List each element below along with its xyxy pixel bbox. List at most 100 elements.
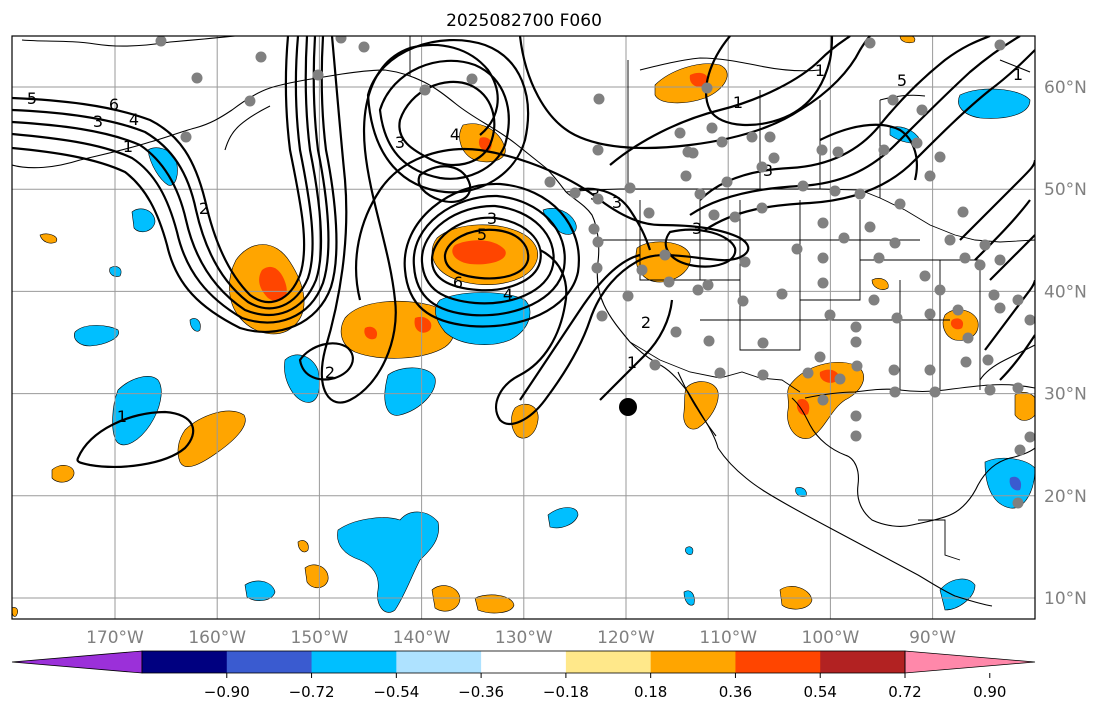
station-dot xyxy=(757,369,769,381)
station-dot xyxy=(702,279,714,291)
contour-label: 1 xyxy=(123,137,133,156)
colorbar-segment xyxy=(311,651,397,673)
station-dot xyxy=(737,295,749,307)
station-dot xyxy=(959,252,971,264)
station-dot xyxy=(817,252,829,264)
station-dot xyxy=(824,309,836,321)
station-dot xyxy=(588,223,600,235)
station-dot xyxy=(312,69,324,81)
station-dot xyxy=(979,239,991,251)
station-dot xyxy=(817,394,829,406)
station-dot xyxy=(255,51,267,63)
station-dot xyxy=(817,277,829,289)
station-dot xyxy=(680,170,692,182)
station-dot xyxy=(721,176,733,188)
station-dot xyxy=(674,127,686,139)
station-dot xyxy=(155,36,167,47)
station-dot xyxy=(714,367,726,379)
latitude-label: 30°N xyxy=(1044,385,1087,405)
station-dot xyxy=(916,104,928,116)
station-dot xyxy=(816,144,828,156)
station-dot xyxy=(888,364,900,376)
station-dot xyxy=(692,284,704,296)
contour-label: 2 xyxy=(199,199,209,218)
longitude-label: 120°W xyxy=(597,628,655,648)
station-dot xyxy=(994,254,1006,266)
station-dot xyxy=(924,364,936,376)
station-dot xyxy=(873,252,885,264)
station-dot xyxy=(889,237,901,249)
station-dot xyxy=(832,146,844,158)
station-dot xyxy=(952,304,964,316)
station-dot xyxy=(466,73,478,85)
station-dot xyxy=(419,84,431,96)
colorbar-tick-label: −0.36 xyxy=(458,683,504,701)
station-dot xyxy=(974,259,986,271)
map-title: 2025082700 F060 xyxy=(446,11,602,31)
colorbar-extend-high xyxy=(904,650,1036,674)
contour-label: 3 xyxy=(93,112,103,131)
station-dot xyxy=(358,41,370,53)
contour-label: 5 xyxy=(897,71,907,90)
colorbar-extend-low xyxy=(11,650,143,674)
contour-label: 3 xyxy=(395,133,405,152)
colorbar-segment xyxy=(650,651,736,673)
colorbar-tick-label: 0.18 xyxy=(634,683,667,701)
station-dot xyxy=(716,136,728,148)
station-dot xyxy=(1012,294,1024,306)
longitude-labels: 170°W 160°W 150°W 140°W 130°W 120°W 110°W 100°W… xyxy=(86,628,956,648)
station-dot xyxy=(878,144,890,156)
station-dot xyxy=(1024,314,1035,326)
station-dot xyxy=(894,198,906,210)
contour-label: 3 xyxy=(612,193,622,212)
contour-label: 4 xyxy=(503,285,513,304)
station-dot xyxy=(180,131,192,143)
longitude-label: 140°W xyxy=(393,628,451,648)
contour-label: 1 xyxy=(1013,65,1023,84)
station-dot xyxy=(335,36,347,44)
station-dot xyxy=(592,144,604,156)
station-dot xyxy=(994,39,1006,51)
contour-label: 6 xyxy=(109,95,119,114)
colorbar-tick-label: −0.18 xyxy=(543,683,589,701)
colorbar-segment xyxy=(735,651,821,673)
station-dot xyxy=(1012,497,1024,509)
station-dot xyxy=(624,182,636,194)
station-dot xyxy=(960,356,972,368)
colorbar-frame xyxy=(141,650,906,674)
station-dot xyxy=(592,236,604,248)
station-dot xyxy=(649,359,661,371)
colorbar-tick-label: −0.90 xyxy=(204,683,250,701)
station-dot xyxy=(1014,444,1026,456)
station-dot xyxy=(962,332,974,344)
map-frame xyxy=(11,35,1036,620)
station-dot xyxy=(838,232,850,244)
station-dot xyxy=(984,384,996,396)
colorbar-segment xyxy=(142,651,228,673)
latitude-label: 60°N xyxy=(1044,78,1087,98)
station-dot xyxy=(756,161,768,173)
station-dot xyxy=(802,367,814,379)
contour-label: 3 xyxy=(487,209,497,228)
contour-label: 3 xyxy=(763,161,773,180)
colorbar-tick-labels: −0.90 −0.72 −0.54 −0.36 −0.18 0.18 0.36 0.54 0.7… xyxy=(204,673,1006,701)
station-dot xyxy=(929,386,941,398)
colorbar-tick-label: 0.72 xyxy=(888,683,921,701)
station-dot xyxy=(854,188,866,200)
station-dot xyxy=(864,221,876,233)
station-dot xyxy=(887,94,899,106)
station-dot xyxy=(957,206,969,218)
longitude-label: 130°W xyxy=(495,628,553,648)
station-dot xyxy=(829,185,841,197)
contour-label: 5 xyxy=(27,89,37,108)
contour-label: 1 xyxy=(627,353,637,372)
contour-label: 1 xyxy=(117,407,127,426)
station-dot xyxy=(988,289,1000,301)
station-dot xyxy=(643,207,655,219)
station-dot xyxy=(739,256,751,268)
station-dot xyxy=(889,386,901,398)
colorbar-tick-label: 0.36 xyxy=(719,683,752,701)
station-dot xyxy=(850,321,862,333)
colorbar-tick-label: −0.72 xyxy=(289,683,335,701)
station-dot xyxy=(850,410,862,422)
